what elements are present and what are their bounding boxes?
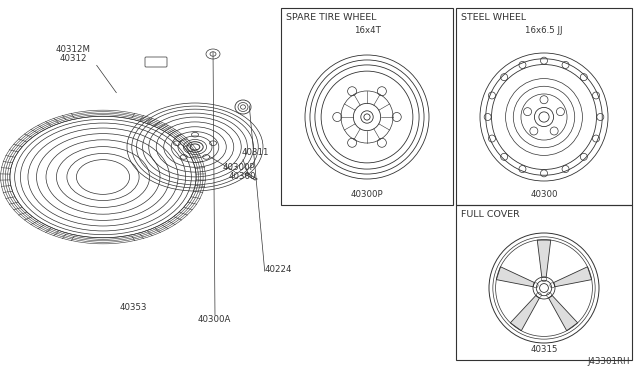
Polygon shape — [537, 240, 551, 277]
Text: 40315: 40315 — [531, 345, 557, 354]
Text: 40312M: 40312M — [56, 45, 91, 54]
Polygon shape — [497, 267, 534, 287]
Polygon shape — [554, 267, 591, 287]
Text: FULL COVER: FULL COVER — [461, 210, 520, 219]
Bar — [281, 8, 453, 205]
Ellipse shape — [536, 293, 541, 298]
Ellipse shape — [547, 293, 552, 298]
Ellipse shape — [533, 283, 538, 288]
Text: SPARE TIRE WHEEL: SPARE TIRE WHEEL — [286, 13, 376, 22]
Text: 40300A: 40300A — [198, 315, 232, 324]
Text: 40224: 40224 — [265, 265, 292, 274]
Ellipse shape — [550, 283, 555, 288]
Text: 40300: 40300 — [531, 190, 557, 199]
Polygon shape — [510, 295, 540, 331]
Text: STEEL WHEEL: STEEL WHEEL — [461, 13, 526, 22]
Bar — [456, 205, 632, 360]
Text: 40300P: 40300P — [351, 190, 383, 199]
Text: 16x6.5 JJ: 16x6.5 JJ — [525, 26, 563, 35]
Polygon shape — [548, 295, 578, 331]
Text: 40300P: 40300P — [223, 163, 255, 172]
Text: 40311: 40311 — [242, 148, 269, 157]
Text: 40353: 40353 — [120, 303, 147, 312]
Text: 16x4T: 16x4T — [353, 26, 380, 35]
Text: 40300: 40300 — [229, 172, 257, 181]
Ellipse shape — [541, 277, 547, 282]
Text: J43301RH: J43301RH — [588, 357, 630, 366]
Bar — [456, 8, 632, 205]
Text: 40312: 40312 — [60, 54, 88, 63]
